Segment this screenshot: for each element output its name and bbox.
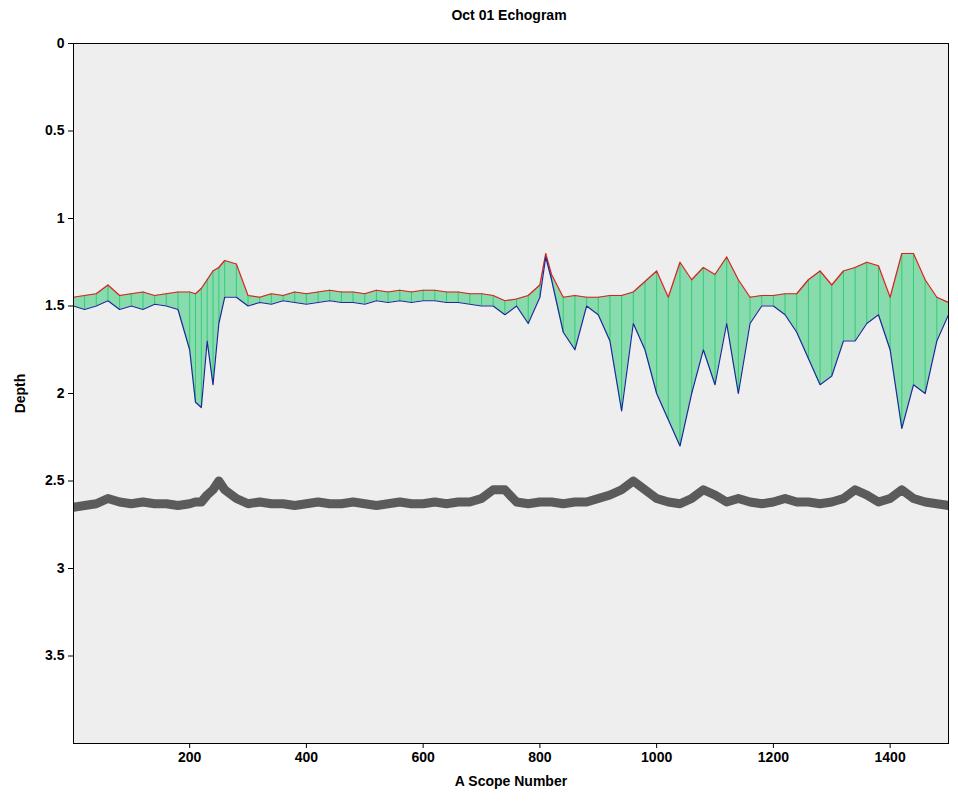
svg-text:1: 1: [57, 210, 65, 226]
svg-text:800: 800: [528, 749, 552, 765]
svg-text:2.5: 2.5: [45, 472, 65, 488]
html-text:Oct 01 Echogram: Oct 01 Echogram: [451, 7, 567, 23]
svg-text:2: 2: [57, 385, 65, 401]
svg-text:200: 200: [178, 749, 202, 765]
svg-text:0.5: 0.5: [45, 122, 65, 138]
svg-text:3.5: 3.5: [45, 647, 65, 663]
svg-text:1400: 1400: [875, 749, 906, 765]
svg-text:600: 600: [411, 749, 435, 765]
svg-text:1000: 1000: [641, 749, 672, 765]
svg-text:A Scope Number: A Scope Number: [455, 773, 568, 789]
svg-text:400: 400: [295, 749, 319, 765]
svg-text:Depth: Depth: [12, 374, 28, 414]
svg-text:1.5: 1.5: [45, 297, 65, 313]
svg-text:3: 3: [57, 560, 65, 576]
svg-text:0: 0: [57, 35, 65, 51]
svg-text:1200: 1200: [758, 749, 789, 765]
